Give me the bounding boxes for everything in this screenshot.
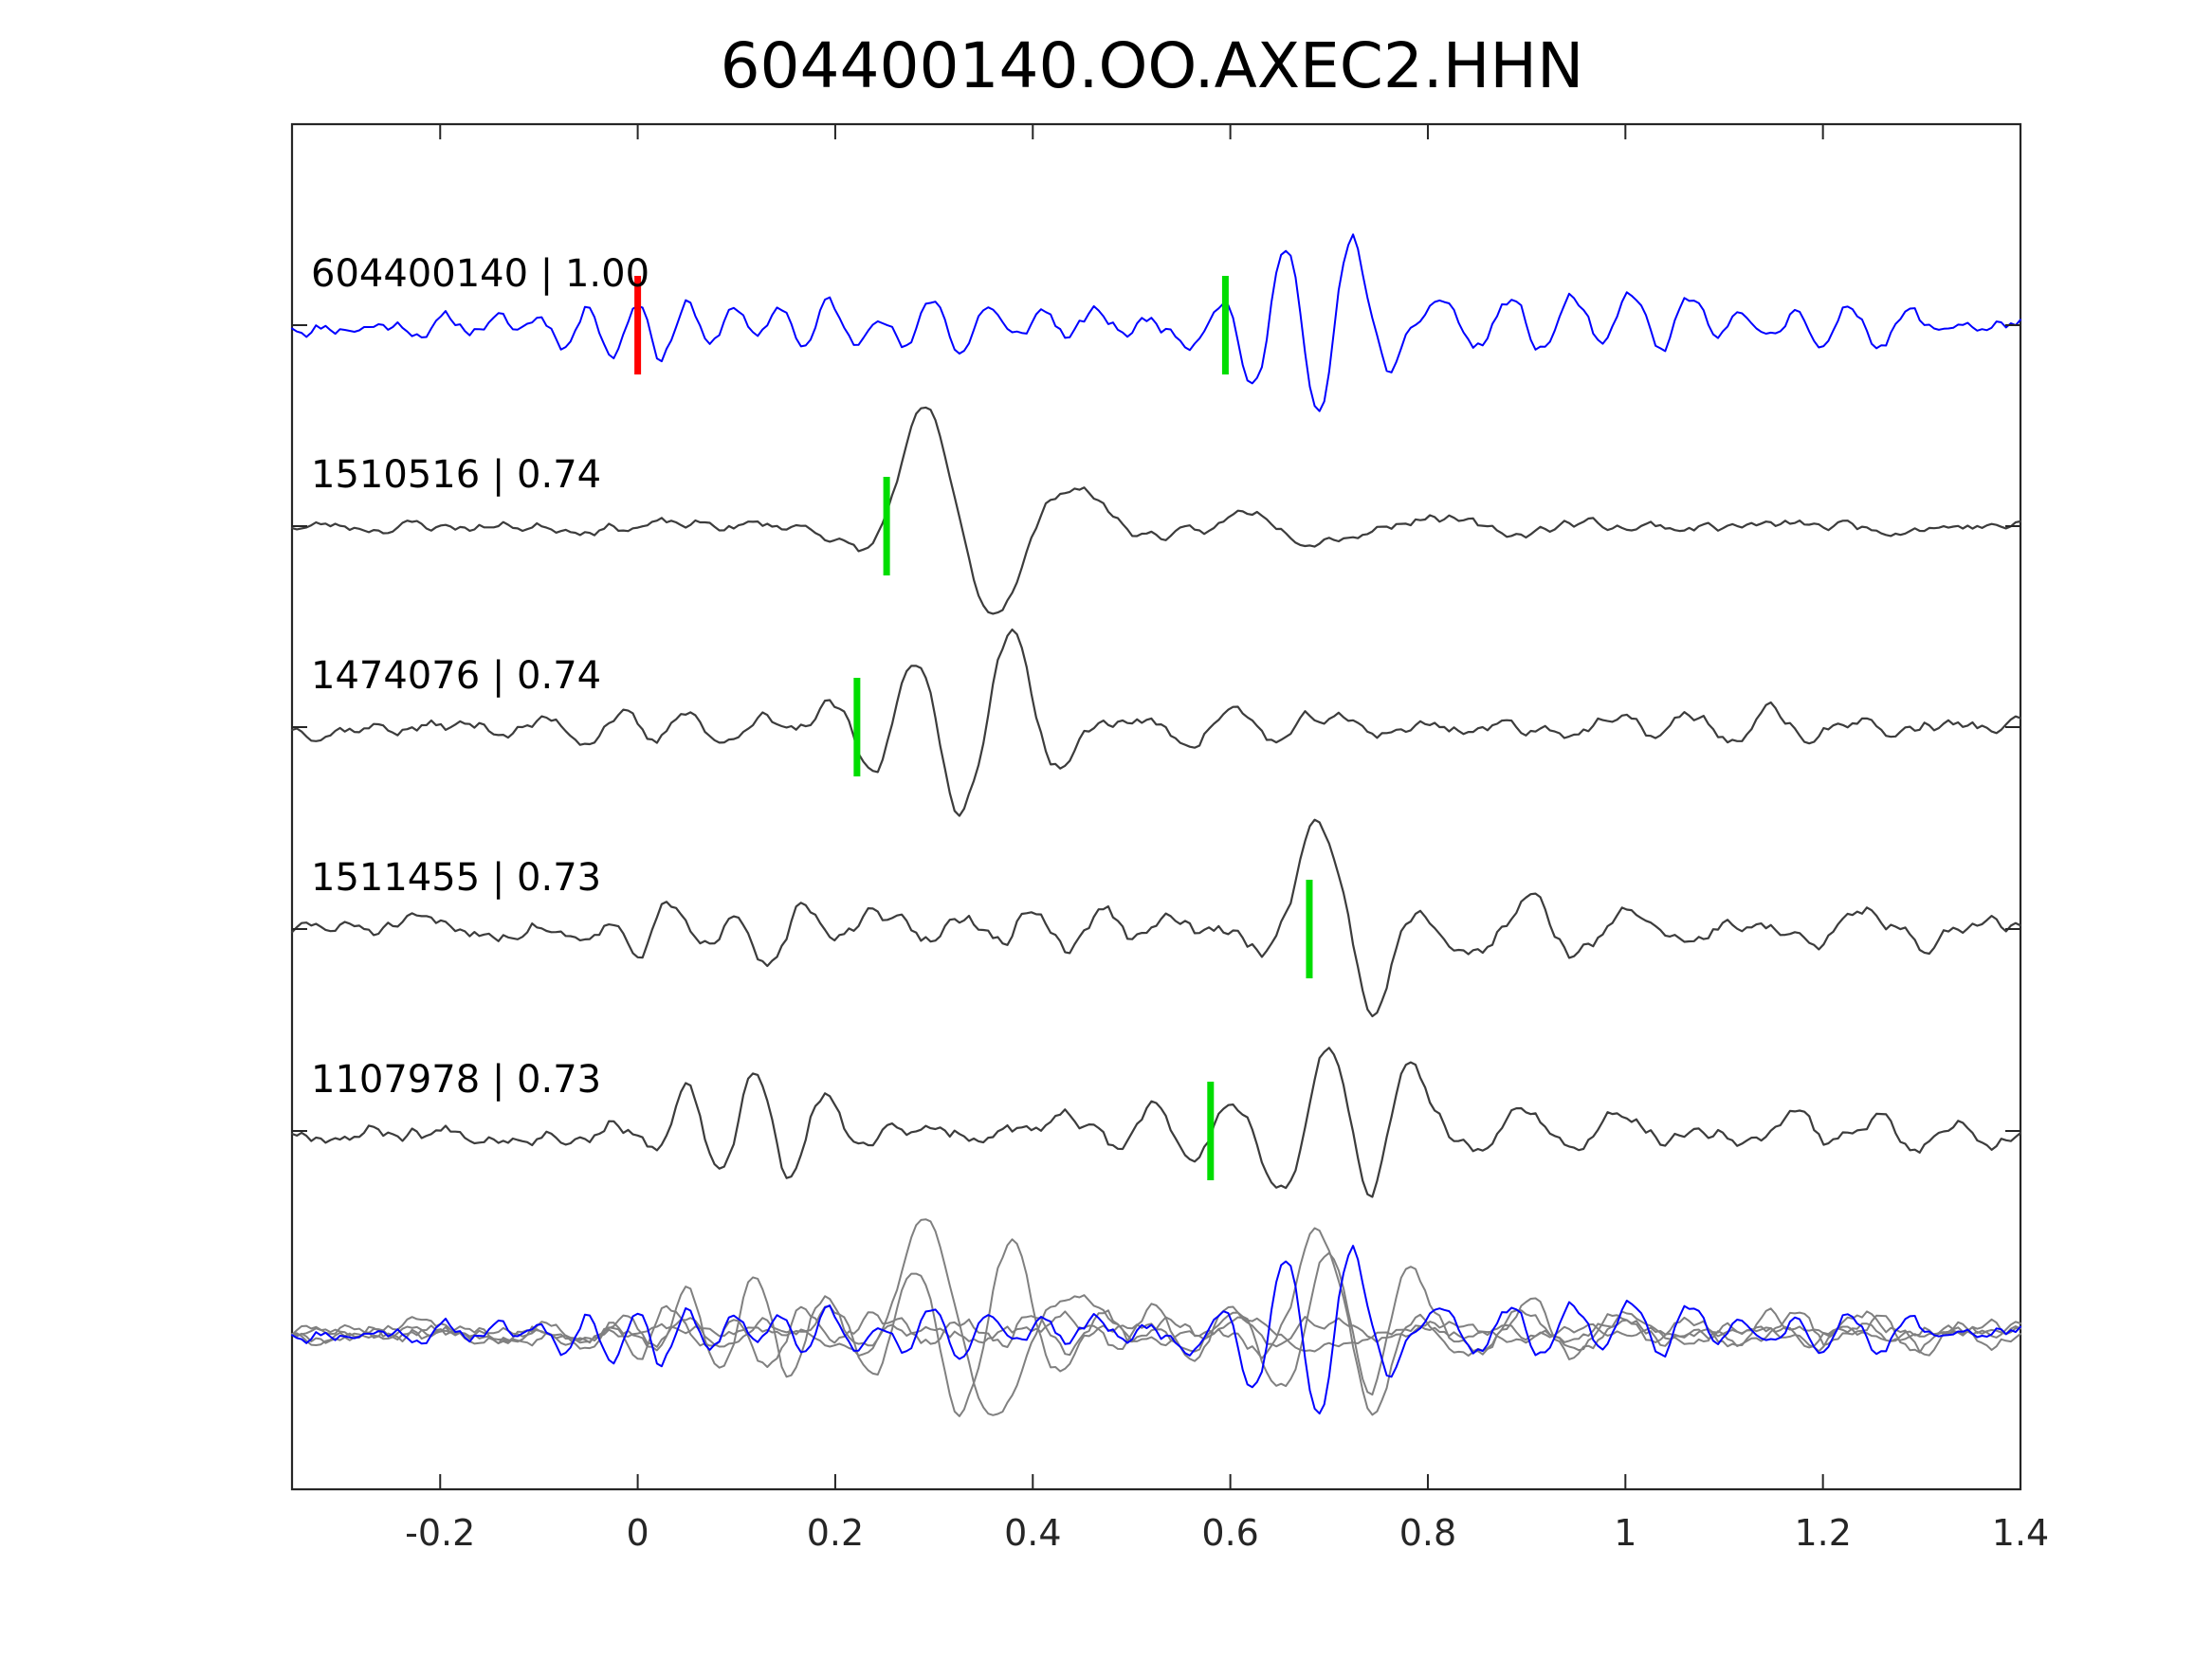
x-tick-label: 1 [1614,1512,1636,1554]
overlay-traces [291,1218,2021,1417]
x-tick-label: 1.4 [1992,1512,2049,1554]
trace-1107978 [290,1047,2022,1198]
phase-picks [634,276,1313,1180]
x-axis-ticks: -0.2 0 0.2 0.4 0.6 0.8 1 1.2 1.4 [405,124,2049,1554]
overlay-trace-604400140 [291,1245,2021,1415]
x-tick-label: 0.2 [807,1512,864,1554]
trace-labels: 604400140 | 1.00 1510516 | 0.74 1474076 | … [311,252,649,1102]
trace-1474076 [290,629,2022,817]
x-tick-label: 0 [627,1512,649,1554]
waveform-traces [290,233,2022,1198]
trace-604400140 [291,233,2021,412]
x-tick-label: 0.6 [1201,1512,1258,1554]
trace-label-1107978: 1107978 | 0.73 [311,1058,601,1102]
trace-label-604400140: 604400140 | 1.00 [311,252,649,296]
x-tick-label: -0.2 [405,1512,475,1554]
x-tick-label: 0.4 [1004,1512,1061,1554]
trace-1510516 [290,406,2022,615]
trace-label-1510516: 1510516 | 0.74 [311,453,601,497]
overlay-trace-1510516 [291,1218,2021,1416]
x-tick-label: 0.8 [1399,1512,1456,1554]
chart-title: 604400140.OO.AXEC2.HHN [721,29,1584,102]
trace-1511455 [290,818,2022,1018]
x-tick-label: 1.2 [1794,1512,1851,1554]
plot-area [290,122,2022,1491]
overlay-trace-1511455 [291,1227,2021,1416]
overlay-trace-1107978 [291,1251,2021,1396]
trace-label-1474076: 1474076 | 0.74 [311,654,601,698]
trace-label-1511455: 1511455 | 0.73 [311,856,601,900]
